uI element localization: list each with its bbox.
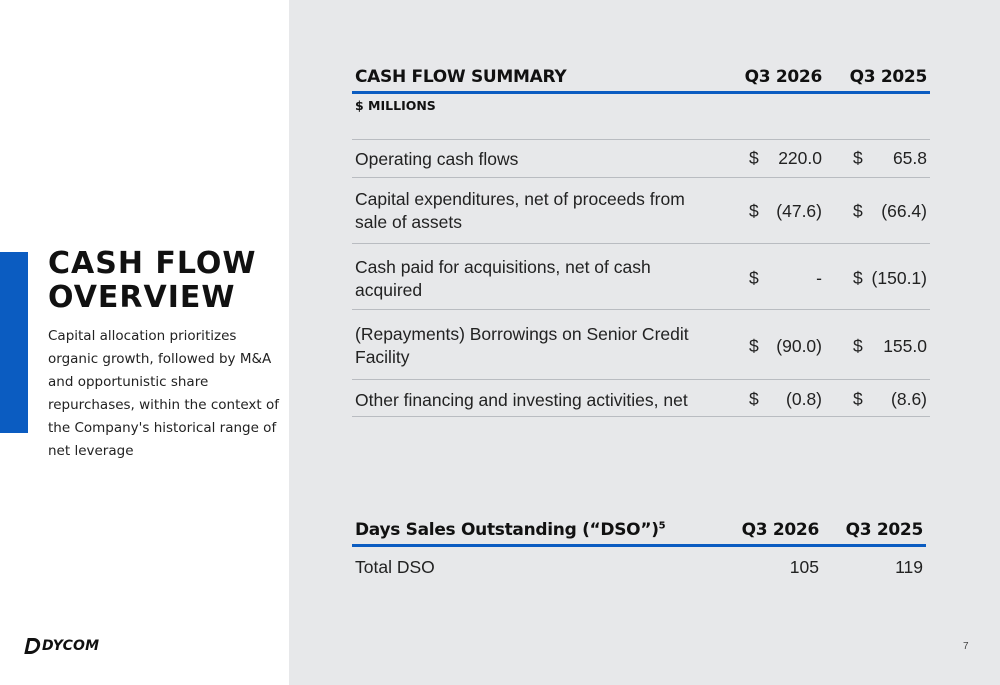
page-title: CASH FLOW OVERVIEW [48,247,288,315]
table-row: Capital expenditures, net of proceeds fr… [352,178,930,244]
row-label: Cash paid for acquisitions, net of cash … [355,257,651,300]
row-value-q3-2026: - [816,268,822,288]
currency-symbol: $ [749,268,759,288]
row-label: Other financing and investing activities… [355,390,688,410]
row-value-q3-2026: (90.0) [776,336,822,356]
cash-flow-unit: $ MILLIONS [352,94,930,140]
cash-flow-col-q3-2025: Q3 2025 [849,67,928,87]
cash-flow-header: CASH FLOW SUMMARY Q3 2026 Q3 2025 [352,64,930,94]
currency-symbol: $ [853,268,863,288]
dso-title: Days Sales Outstanding (“DSO”)5 [355,520,666,540]
currency-symbol: $ [853,148,863,168]
table-row: Other financing and investing activities… [352,380,930,417]
currency-symbol: $ [749,336,759,356]
currency-symbol: $ [749,389,759,409]
row-label: Capital expenditures, net of proceeds fr… [355,189,685,232]
row-value-q3-2026: (47.6) [776,201,822,221]
dso-col-q3-2025: Q3 2025 [845,520,924,540]
cash-flow-title: CASH FLOW SUMMARY [355,67,567,87]
row-value-q3-2025: 65.8 [892,148,927,168]
dso-table: Days Sales Outstanding (“DSO”)5 Q3 2026 … [352,517,926,585]
row-value-q3-2026: 220.0 [778,148,822,168]
currency-symbol: $ [749,201,759,221]
right-panel [289,0,1000,685]
currency-symbol: $ [853,389,863,409]
left-panel [0,0,289,685]
row-value-q3-2026: 105 [789,557,819,577]
company-logo: DYCOM [24,636,100,656]
cash-flow-col-q3-2026: Q3 2026 [744,67,823,87]
page-title-line-2: OVERVIEW [48,280,236,315]
page-title-line-1: CASH FLOW [48,246,257,281]
currency-symbol: $ [853,201,863,221]
dso-title-text: Days Sales Outstanding (“DSO”) [355,520,659,540]
cash-flow-table: CASH FLOW SUMMARY Q3 2026 Q3 2025 $ MILL… [352,64,930,417]
row-value-q3-2025: (150.1) [871,268,927,288]
table-row: Operating cash flows $ 220.0 $ 65.8 [352,140,930,178]
row-value-q3-2025: 155.0 [883,336,927,356]
table-row: Total DSO 105 119 [352,547,926,585]
table-row: Cash paid for acquisitions, net of cash … [352,244,930,310]
row-value-q3-2026: (0.8) [786,389,822,409]
row-label: Operating cash flows [355,149,519,169]
row-value-q3-2025: (8.6) [891,389,927,409]
dso-header: Days Sales Outstanding (“DSO”)5 Q3 2026 … [352,517,926,547]
page-subtitle: Capital allocation prioritizes organic g… [48,328,280,459]
dso-footnote: 5 [658,520,666,532]
currency-symbol: $ [749,148,759,168]
dso-col-q3-2026: Q3 2026 [741,520,820,540]
row-value-q3-2025: (66.4) [881,201,927,221]
currency-symbol: $ [853,336,863,356]
logo-text: DYCOM [42,638,100,654]
accent-bar [0,252,28,433]
table-row: (Repayments) Borrowings on Senior Credit… [352,310,930,380]
logo-mark-icon [24,638,42,654]
row-label: (Repayments) Borrowings on Senior Credit… [355,324,689,367]
page-number: 7 [963,641,969,652]
row-label: Total DSO [355,557,435,577]
row-value-q3-2025: 119 [895,557,923,577]
